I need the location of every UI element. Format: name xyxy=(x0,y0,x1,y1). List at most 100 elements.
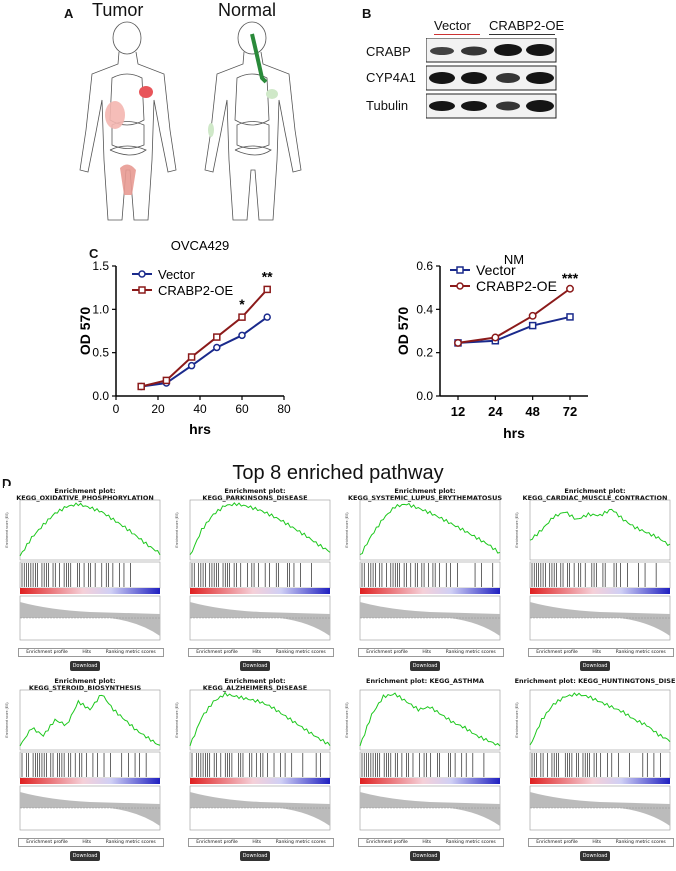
liver-highlight xyxy=(105,101,125,129)
gsea-legend-item: Enrichment profile xyxy=(26,840,68,845)
gsea-legend-item: Ranking metric scores xyxy=(105,840,156,845)
gsea-legend-item: Hits xyxy=(82,840,92,845)
gsea-legend-item: Enrichment profile xyxy=(536,840,578,845)
gsea-legend: Enrichment profile Hits Ranking metric sco… xyxy=(18,838,164,847)
download-button[interactable]: Download xyxy=(580,851,610,861)
gsea-legend-item: Ranking metric scores xyxy=(445,840,496,845)
data-point xyxy=(263,313,271,321)
ranking-colorbar xyxy=(360,588,500,594)
ranking-colorbar xyxy=(190,588,330,594)
panel-label-a: A xyxy=(64,6,74,21)
x-tick-label: 60 xyxy=(235,402,249,416)
gsea-plot-card: Enrichment plot: KEGG_PARKINSONS_DISEASE… xyxy=(174,486,336,681)
download-button[interactable]: Download xyxy=(70,661,100,671)
significance-marker: ** xyxy=(262,268,273,284)
svg-text:Enrichment score (ES): Enrichment score (ES) xyxy=(175,512,179,547)
blot-row-label-crabp: CRABP xyxy=(366,44,411,59)
gsea-plot-graphic: Enrichment score (ES) xyxy=(175,499,331,641)
ranking-colorbar xyxy=(190,778,330,784)
vector-underline xyxy=(434,34,480,35)
legend-marker xyxy=(138,286,146,294)
gsea-legend: Enrichment profile Hits Ranking metric sco… xyxy=(188,838,334,847)
download-button[interactable]: Download xyxy=(580,661,610,671)
gsea-legend-item: Ranking metric scores xyxy=(615,650,666,655)
data-point xyxy=(213,343,221,352)
download-button[interactable]: Download xyxy=(70,851,100,861)
gsea-plot-card: Enrichment plot: KEGG_HUNTINGTONS_DISE En… xyxy=(514,676,676,871)
gsea-legend-item: Hits xyxy=(422,650,432,655)
data-point xyxy=(566,313,574,321)
gsea-section-title: Top 8 enriched pathway xyxy=(232,462,444,484)
svg-text:Enrichment score (ES): Enrichment score (ES) xyxy=(175,702,179,737)
normal-label: Normal xyxy=(218,0,277,20)
x-tick-label: 12 xyxy=(451,404,465,419)
enrichment-line xyxy=(19,502,161,557)
ranking-colorbar xyxy=(530,588,670,594)
chart-title: NM xyxy=(504,252,524,267)
gsea-plot-card: Enrichment plot: KEGG_ALZHEIMERS_DISEASE… xyxy=(174,676,336,871)
gsea-plot-graphic: Enrichment score (ES) xyxy=(345,499,501,641)
data-point xyxy=(137,382,145,391)
y-tick-label: 0.0 xyxy=(416,389,433,403)
download-button[interactable]: Download xyxy=(410,851,440,861)
blot-col-crabp2: CRABP2-OE xyxy=(489,18,565,33)
gsea-plot-graphic: Enrichment score (ES) xyxy=(515,689,671,831)
panel-label-b: B xyxy=(362,6,372,21)
data-point xyxy=(454,338,462,347)
gsea-plot-card: Enrichment plot: KEGG_SYSTEMIC_LUPUS_ERY… xyxy=(344,486,506,681)
chart-title: OVCA429 xyxy=(171,238,230,253)
y-axis-label: OD 570 xyxy=(80,307,93,355)
data-point xyxy=(566,284,574,293)
ranking-metric-area xyxy=(530,602,670,636)
svg-text:Enrichment score (ES): Enrichment score (ES) xyxy=(345,512,349,547)
data-point xyxy=(238,331,246,340)
series-line-0 xyxy=(141,316,268,388)
gsea-legend-item: Enrichment profile xyxy=(366,840,408,845)
data-point xyxy=(528,311,537,320)
y-tick-label: 0.4 xyxy=(416,302,433,316)
x-tick-label: 40 xyxy=(193,402,207,416)
gsea-plot-title: Enrichment plot: KEGG_PARKINSONS_DISEASE xyxy=(202,487,308,502)
gsea-plot-graphic: Enrichment score (ES) xyxy=(5,689,161,831)
blot-row-label-tubulin: Tubulin xyxy=(366,98,409,113)
ranking-metric-area xyxy=(20,602,160,636)
series-line-1 xyxy=(140,288,268,388)
gsea-plot-graphic: Enrichment score (ES) xyxy=(175,689,331,831)
gsea-legend-item: Hits xyxy=(252,840,262,845)
download-button[interactable]: Download xyxy=(240,851,270,861)
gsea-legend-item: Hits xyxy=(422,840,432,845)
gsea-plot-title: Enrichment plot: KEGG_ALZHEIMERS_DISEASE xyxy=(202,677,308,692)
ranking-metric-area xyxy=(190,602,330,636)
blot-col-vector: Vector xyxy=(434,18,471,33)
data-point xyxy=(263,285,271,294)
legend-label: Vector xyxy=(476,262,516,278)
x-tick-label: 0 xyxy=(113,402,120,416)
ranking-metric-area xyxy=(530,792,670,826)
y-tick-label: 1.0 xyxy=(92,302,109,316)
gsea-plot-title: Enrichment plot: KEGG_OXIDATIVE_PHOSPHOR… xyxy=(16,487,154,502)
esophagus-highlight xyxy=(250,33,268,84)
legend-marker xyxy=(456,282,464,290)
download-button[interactable]: Download xyxy=(240,661,270,671)
gsea-legend-item: Ranking metric scores xyxy=(275,840,326,845)
gsea-legend-item: Ranking metric scores xyxy=(445,650,496,655)
anatomy-illustrations xyxy=(79,21,302,221)
gsea-legend-item: Hits xyxy=(592,840,602,845)
y-tick-label: 0.0 xyxy=(92,389,109,403)
enrichment-line xyxy=(189,502,331,555)
gsea-legend-item: Hits xyxy=(592,650,602,655)
ranking-colorbar xyxy=(20,588,160,594)
legend-label: CRABP2-OE xyxy=(158,283,233,298)
x-axis-label: hrs xyxy=(503,425,525,441)
svg-text:Enrichment score (ES): Enrichment score (ES) xyxy=(515,512,519,547)
x-tick-label: 48 xyxy=(525,404,539,419)
crabp2-underline xyxy=(489,34,555,35)
x-tick-label: 20 xyxy=(151,402,165,416)
svg-text:Enrichment score (ES): Enrichment score (ES) xyxy=(5,702,9,737)
gsea-legend-item: Ranking metric scores xyxy=(105,650,156,655)
x-tick-label: 80 xyxy=(277,402,291,416)
gsea-legend: Enrichment profile Hits Ranking metric sco… xyxy=(358,648,504,657)
enrichment-line xyxy=(359,692,501,747)
download-button[interactable]: Download xyxy=(410,661,440,671)
